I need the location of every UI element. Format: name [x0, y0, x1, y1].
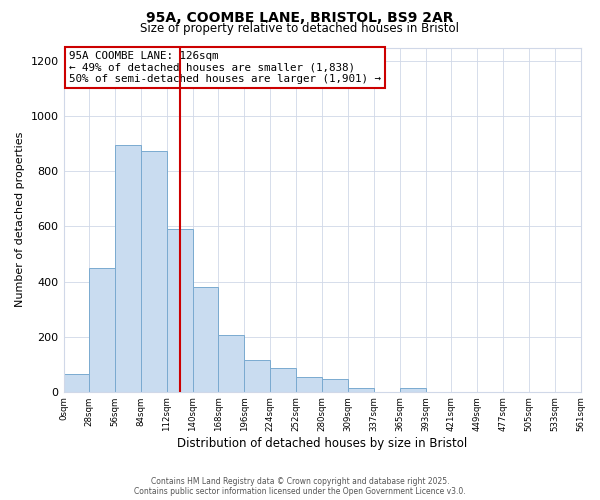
Bar	[167, 229, 193, 392]
Bar	[64, 374, 89, 392]
Bar	[193, 287, 218, 392]
Y-axis label: Number of detached properties: Number of detached properties	[15, 132, 25, 308]
Text: 95A, COOMBE LANE, BRISTOL, BS9 2AR: 95A, COOMBE LANE, BRISTOL, BS9 2AR	[146, 11, 454, 25]
Bar	[348, 388, 374, 392]
Bar	[244, 360, 270, 392]
Text: Contains HM Land Registry data © Crown copyright and database right 2025.
Contai: Contains HM Land Registry data © Crown c…	[134, 476, 466, 496]
Bar	[322, 380, 348, 392]
Bar	[89, 268, 115, 392]
Text: 95A COOMBE LANE: 126sqm
← 49% of detached houses are smaller (1,838)
50% of semi: 95A COOMBE LANE: 126sqm ← 49% of detache…	[69, 51, 381, 84]
Bar	[218, 336, 244, 392]
Bar	[141, 151, 167, 392]
Text: Size of property relative to detached houses in Bristol: Size of property relative to detached ho…	[140, 22, 460, 35]
Bar	[296, 376, 322, 392]
Bar	[115, 146, 141, 392]
X-axis label: Distribution of detached houses by size in Bristol: Distribution of detached houses by size …	[177, 437, 467, 450]
Bar	[400, 388, 425, 392]
Bar	[270, 368, 296, 392]
